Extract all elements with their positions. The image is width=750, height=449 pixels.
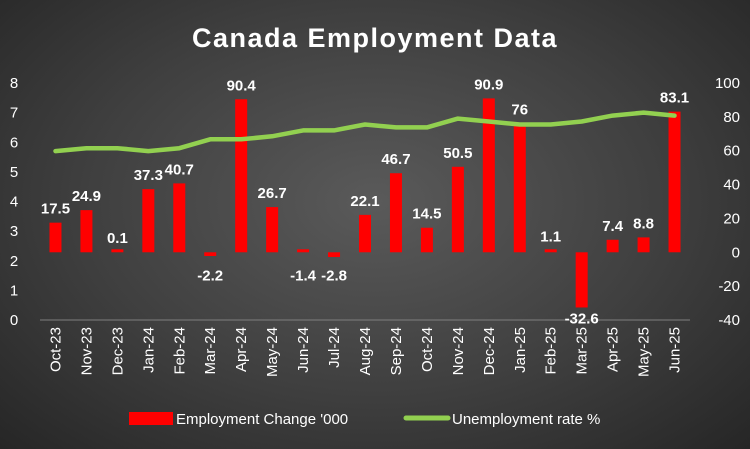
left-axis-tick-label: 5 [10,164,18,181]
bar [389,173,402,253]
x-axis-tick-label: Sep-24 [388,327,405,375]
left-axis-tick-label: 0 [10,312,18,329]
x-axis-tick-label: May-24 [264,327,281,377]
x-axis-tick-label: Jan-24 [140,327,157,373]
data-label: 1.1 [540,228,561,245]
bar [297,249,310,253]
data-label: 83.1 [660,90,689,107]
x-axis-tick-label: Mar-25 [574,327,591,375]
left-axis-tick-label: 7 [10,105,18,122]
bar [111,249,124,253]
x-axis-tick-label: Jun-24 [295,327,312,373]
x-axis-tick-label: Feb-25 [543,327,560,375]
left-axis: 0 1 2 3 4 5 6 7 8 [10,75,18,329]
bar [173,183,186,253]
x-axis-tick-label: Feb-24 [171,327,188,375]
data-label: 90.4 [227,77,257,94]
bar [204,252,217,257]
bar [606,239,619,253]
bar [266,207,279,253]
bar [49,222,62,253]
data-label: 46.7 [381,151,410,168]
data-label: -32.6 [565,310,599,327]
x-axis-tick-label: Oct-24 [419,327,436,372]
bar [513,123,526,253]
bar [328,252,341,258]
x-axis-tick-label: Jul-24 [326,327,343,368]
unemployment-rate-line [53,110,677,154]
left-axis-tick-label: 3 [10,223,18,240]
right-axis-tick-label: 80 [723,109,740,126]
bar [80,210,93,253]
data-label: 7.4 [602,218,624,235]
line-series [53,110,677,154]
right-axis-tick-label: -20 [718,278,740,295]
x-axis: Oct-23 Nov-23 Dec-23 Jan-24 Feb-24 Mar-24 Apr-… [47,327,683,377]
bar [544,249,557,253]
x-axis-tick-label: Oct-23 [47,327,64,372]
left-axis-tick-label: 2 [10,253,18,270]
data-label: 8.8 [633,215,654,232]
right-axis-tick-label: 100 [715,75,740,92]
bar-series [49,98,681,308]
right-axis-tick-label: -40 [718,312,740,329]
legend: Employment Change '000 Unemployment rate… [129,411,600,428]
bar [142,189,155,253]
left-axis-tick-label: 4 [10,194,18,211]
bar [637,237,650,253]
data-label: -2.2 [197,267,223,284]
data-label: 22.1 [350,193,379,210]
data-label: 37.3 [134,167,163,184]
data-labels: 17.524.9 0.1 37.3 40.7 -2.2 90.4 26.7 -1.4 -2.8 2… [41,76,689,327]
bar [575,252,588,308]
right-axis-tick-label: 20 [723,210,740,227]
data-label: 14.5 [412,206,441,223]
right-axis-tick-label: 40 [723,177,740,194]
bar [668,111,681,253]
chart-title: Canada Employment Data [192,23,558,53]
data-label: 76 [511,102,528,119]
data-label: 0.1 [107,230,128,247]
x-axis-tick-label: Apr-24 [233,327,250,372]
data-label: -2.8 [321,267,347,284]
bar [451,166,464,253]
legend-swatch-bar [129,412,173,425]
x-axis-tick-label: Dec-24 [481,327,498,375]
left-axis-tick-label: 6 [10,134,18,151]
x-axis-tick-label: Nov-23 [78,327,95,375]
data-label: 40.7 [165,161,194,178]
bar [359,214,371,253]
data-label: 26.7 [258,185,287,202]
data-label: -1.4 [290,267,317,284]
x-axis-tick-label: Apr-25 [605,327,622,372]
x-axis-tick-label: Aug-24 [357,327,374,375]
left-axis-tick-label: 1 [10,282,18,299]
bar [235,99,248,253]
right-axis-tick-label: 0 [732,244,740,261]
x-axis-tick-label: Jan-25 [512,327,529,373]
data-label: 90.9 [474,76,503,93]
x-axis-tick-label: Mar-24 [202,327,219,375]
data-label: 17.5 [41,201,70,218]
bar [420,227,433,253]
x-axis-tick-label: Dec-23 [109,327,126,375]
right-axis-tick-label: 60 [723,143,740,160]
right-axis: -40 -20 0 20 40 60 80 100 [715,75,740,329]
x-axis-tick-label: May-25 [636,327,653,377]
data-label: 50.5 [443,145,472,162]
legend-label-line: Unemployment rate % [452,411,600,428]
x-axis-tick-label: Jun-25 [667,327,684,373]
bar [482,98,495,253]
left-axis-tick-label: 8 [10,75,18,92]
x-axis-tick-label: Nov-24 [450,327,467,375]
data-label: 24.9 [72,188,101,205]
legend-label-bar: Employment Change '000 [176,411,348,428]
